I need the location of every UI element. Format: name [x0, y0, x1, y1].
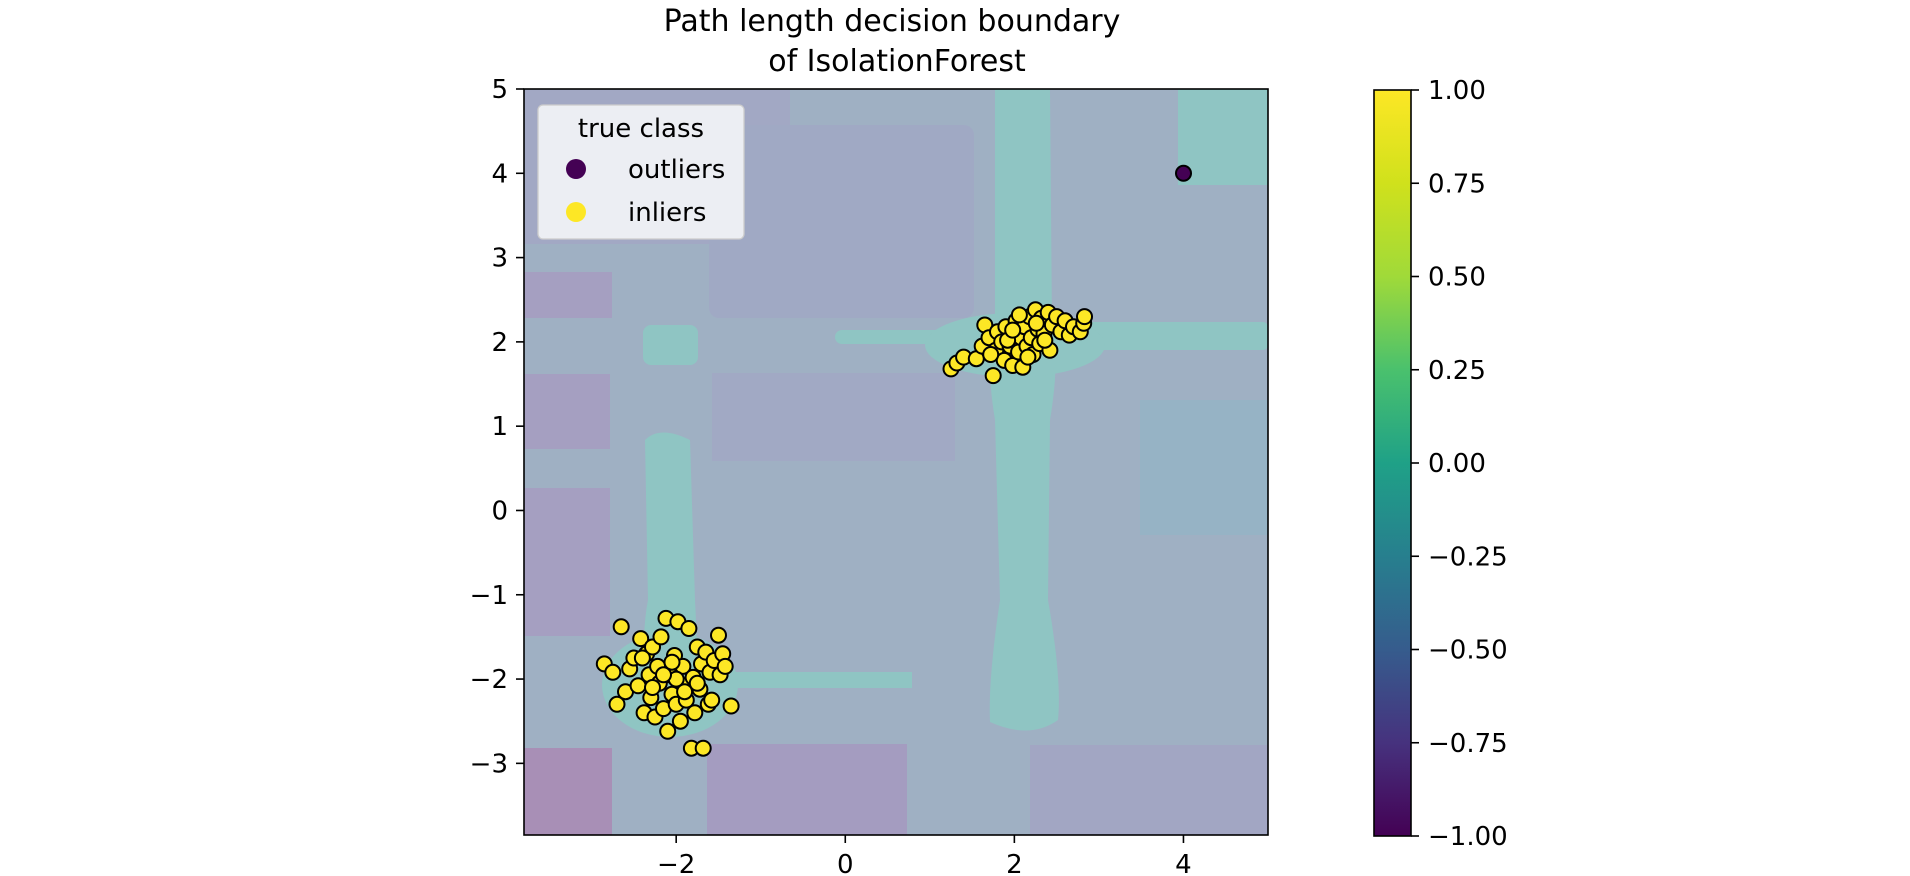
- y-axis: −3 −2 −1 0 1 2 3 4 5: [470, 75, 524, 779]
- contour-high-band: [643, 325, 698, 365]
- colorbar-tick-label: 1.00: [1428, 76, 1486, 106]
- data-point-inliers: [604, 663, 622, 681]
- colorbar-tick-label: −0.50: [1428, 636, 1508, 666]
- y-tick-label: 5: [491, 75, 508, 105]
- contour-low-region: [524, 748, 612, 835]
- y-tick-label: −2: [470, 665, 508, 695]
- plot-area: −2 0 2 4 −3 −2 −1 0 1 2 3 4 5 true class outliers i…: [470, 75, 1269, 876]
- data-point-inliers: [1010, 306, 1028, 324]
- colorbar-tick-label: −0.75: [1428, 729, 1508, 759]
- y-tick-label: 3: [491, 244, 508, 274]
- legend-box: [537, 104, 745, 240]
- y-tick-label: −1: [470, 581, 508, 611]
- data-point-inliers: [688, 674, 706, 692]
- legend-label-outliers: outliers: [628, 155, 725, 185]
- data-point-inliers: [652, 628, 670, 646]
- data-point-inliers: [686, 704, 704, 722]
- data-point-inliers: [694, 739, 712, 757]
- data-point-inliers: [1076, 308, 1093, 326]
- chart-title-line-2: of IsolationForest: [768, 44, 1026, 79]
- contour-low-region: [524, 374, 610, 449]
- data-point-inliers: [671, 712, 689, 730]
- data-point-inliers: [716, 657, 734, 675]
- contour-high-band: [1178, 89, 1268, 185]
- data-point-inliers: [663, 653, 681, 671]
- x-tick-label: 4: [1175, 850, 1192, 876]
- contour-high-band: [989, 89, 1059, 731]
- x-tick-label: 0: [837, 850, 854, 876]
- data-point-inliers: [655, 666, 672, 684]
- colorbar-tick-label: 0.50: [1428, 263, 1486, 293]
- data-point-inliers: [680, 620, 698, 637]
- legend-label-inliers: inliers: [628, 198, 706, 228]
- colorbar-tick-label: −1.00: [1428, 822, 1508, 852]
- y-tick-label: 2: [491, 328, 508, 358]
- data-point-inliers: [710, 626, 727, 644]
- contour-high-band: [690, 672, 912, 688]
- contour-mid-region: [1140, 400, 1268, 535]
- y-tick-label: 0: [491, 496, 508, 526]
- y-tick-label: −3: [470, 749, 508, 779]
- x-axis: −2 0 2 4: [657, 835, 1192, 876]
- y-tick-label: 1: [491, 412, 508, 442]
- legend: true class outliers inliers: [537, 104, 745, 240]
- x-tick-label: 2: [1006, 850, 1023, 876]
- colorbar-ticks: 1.00 0.75 0.50 0.25 0.00 −0.25 −0.50 −0.75 −1.00: [1411, 76, 1508, 852]
- legend-marker-inliers: [566, 202, 586, 222]
- x-tick-label: −2: [657, 850, 695, 876]
- data-point-inliers: [1004, 321, 1022, 339]
- colorbar-tick-label: 0.25: [1428, 356, 1486, 386]
- data-point-inliers: [633, 649, 651, 667]
- data-point-inliers: [1036, 331, 1054, 349]
- data-point-inliers: [1019, 348, 1037, 366]
- y-tick-label: 4: [491, 159, 508, 189]
- data-point-inliers: [1027, 314, 1045, 332]
- contour-low-region: [524, 488, 610, 636]
- contour-low-region: [709, 125, 974, 318]
- axes-frame: [523, 88, 1269, 836]
- colorbar: 1.00 0.75 0.50 0.25 0.00 −0.25 −0.50 −0.75 −1.00: [1373, 76, 1508, 852]
- colorbar-tick-label: 0.00: [1428, 449, 1486, 479]
- data-point-outliers: [1175, 164, 1192, 182]
- colorbar-gradient: [1373, 89, 1412, 837]
- data-point-inliers: [612, 618, 630, 636]
- legend-title: true class: [578, 114, 704, 144]
- contour-low-region: [524, 272, 612, 318]
- contour-low-region: [707, 744, 907, 835]
- data-point-inliers: [644, 679, 661, 696]
- data-point-inliers: [608, 695, 626, 713]
- data-point-inliers: [722, 697, 740, 715]
- contour-low-region: [712, 373, 955, 461]
- colorbar-tick-label: −0.25: [1428, 542, 1508, 572]
- data-point-inliers: [703, 691, 721, 709]
- data-point-inliers: [632, 630, 650, 648]
- colorbar-tick-label: 0.75: [1428, 169, 1486, 199]
- scatter-points: [595, 164, 1192, 757]
- data-point-inliers: [676, 683, 694, 701]
- data-point-inliers: [982, 346, 1000, 363]
- legend-marker-outliers: [566, 159, 586, 179]
- contour-low-region: [1030, 745, 1268, 835]
- data-point-inliers: [659, 722, 677, 740]
- data-point-inliers: [984, 367, 1002, 385]
- chart-title-line-1: Path length decision boundary: [664, 4, 1121, 39]
